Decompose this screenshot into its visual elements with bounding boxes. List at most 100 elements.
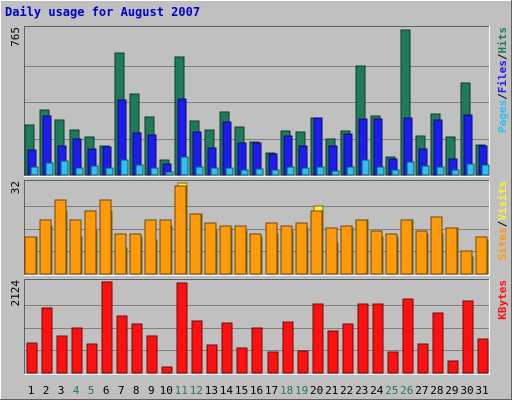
bottom-bar-kbytes xyxy=(116,315,128,374)
middle-bar-sites xyxy=(355,219,368,275)
bottom-bar-kbytes xyxy=(221,322,233,374)
x-tick-label: 24 xyxy=(370,384,384,397)
top-legend-pages: Pages xyxy=(496,100,509,133)
x-tick-label: 1 xyxy=(28,384,35,397)
x-tick-label: 28 xyxy=(430,384,443,397)
top-bar-pages xyxy=(331,170,340,176)
x-tick-label: 27 xyxy=(415,384,428,397)
middle-bar-sites xyxy=(249,233,262,275)
middle-bar-sites xyxy=(114,233,127,275)
top-bar-pages xyxy=(150,167,159,176)
middle-bar-sites xyxy=(144,219,157,275)
middle-bar-sites xyxy=(370,230,383,275)
bottom-bar-kbytes xyxy=(101,281,113,374)
bottom-bar-kbytes xyxy=(206,344,218,374)
top-bar-pages xyxy=(406,161,415,176)
top-bar-pages xyxy=(451,169,460,176)
x-tick-label: 10 xyxy=(160,384,173,397)
top-bar-pages xyxy=(120,159,129,176)
top-bar-pages xyxy=(30,166,39,176)
middle-bar-sites xyxy=(69,219,82,275)
x-tick-label: 30 xyxy=(460,384,473,397)
top-bar-pages xyxy=(286,166,295,176)
x-tick-label: 16 xyxy=(250,384,263,397)
top-bar-files xyxy=(222,121,232,176)
middle-legend-sites: Sites xyxy=(496,227,509,260)
x-tick-label: 14 xyxy=(220,384,234,397)
x-tick-label: 18 xyxy=(280,384,293,397)
bottom-bar-kbytes xyxy=(357,303,369,374)
x-tick-label: 17 xyxy=(265,384,278,397)
top-max-label: 765 xyxy=(9,27,22,47)
middle-bar-sites xyxy=(159,219,172,275)
middle-bar-sites xyxy=(219,225,232,275)
bottom-bar-kbytes xyxy=(447,360,459,374)
x-tick-label: 11 xyxy=(175,384,188,397)
x-tick-label: 20 xyxy=(310,384,323,397)
bottom-bar-kbytes xyxy=(327,330,339,374)
top-bar-pages xyxy=(481,164,490,176)
top-bar-pages xyxy=(255,168,264,176)
top-bar-pages xyxy=(466,163,475,176)
middle-bar-sites xyxy=(99,199,112,275)
middle-bar-sites xyxy=(24,236,37,275)
bottom-bar-kbytes xyxy=(402,298,414,374)
bottom-bar-kbytes xyxy=(236,347,248,374)
bottom-bar-kbytes xyxy=(161,366,173,374)
middle-bar-sites xyxy=(174,185,187,275)
top-bar-pages xyxy=(346,166,355,176)
x-tick-label: 23 xyxy=(355,384,368,397)
x-tick-label: 5 xyxy=(88,384,95,397)
middle-bar-sites xyxy=(204,222,217,275)
bottom-legend-kbytes: KBytes xyxy=(496,280,509,320)
top-bar-pages xyxy=(60,160,69,176)
middle-bar-sites xyxy=(280,225,293,275)
x-tick-label: 21 xyxy=(325,384,338,397)
top-bar-pages xyxy=(361,159,370,176)
x-tick-label: 4 xyxy=(73,384,80,397)
middle-bar-sites xyxy=(460,250,473,275)
bottom-bar-kbytes xyxy=(131,323,143,374)
top-bar-pages xyxy=(195,166,204,176)
middle-bar-sites xyxy=(265,222,278,275)
top-bar-pages xyxy=(240,169,249,176)
x-tick-label: 8 xyxy=(133,384,140,397)
middle-bar-sites xyxy=(234,225,247,275)
top-bar-pages xyxy=(75,167,84,176)
middle-bar-sites xyxy=(445,227,458,275)
middle-legend-separator: / xyxy=(496,220,509,227)
middle-bar-sites xyxy=(129,233,142,275)
top-legend: Pages/Files/Hits xyxy=(496,27,509,133)
bottom-bar-kbytes xyxy=(282,321,294,374)
x-tick-label: 7 xyxy=(118,384,125,397)
bottom-bar-kbytes xyxy=(191,320,203,374)
middle-bar-sites xyxy=(475,236,488,275)
middle-max-label: 32 xyxy=(9,181,22,194)
top-legend-separator: / xyxy=(496,53,509,60)
middle-bar-sites xyxy=(295,222,308,275)
top-bar-pages xyxy=(436,166,445,176)
middle-bar-sites xyxy=(400,219,413,275)
middle-bar-sites xyxy=(189,213,202,275)
bottom-bar-kbytes xyxy=(41,307,53,374)
middle-bar-sites xyxy=(385,233,398,275)
bottom-bar-kbytes xyxy=(417,343,429,374)
x-tick-label: 25 xyxy=(385,384,398,397)
x-tick-label: 9 xyxy=(148,384,155,397)
x-tick-label: 12 xyxy=(190,384,203,397)
x-tick-label: 26 xyxy=(400,384,413,397)
top-bar-pages xyxy=(105,167,114,176)
top-bar-pages xyxy=(376,166,385,176)
x-tick-label: 2 xyxy=(43,384,50,397)
bottom-bar-kbytes xyxy=(387,351,399,374)
x-tick-label: 3 xyxy=(58,384,65,397)
bottom-bar-kbytes xyxy=(312,303,324,374)
bottom-bar-kbytes xyxy=(86,343,98,374)
x-tick-label: 29 xyxy=(445,384,458,397)
bottom-bar-kbytes xyxy=(342,323,354,374)
top-bar-pages xyxy=(391,169,400,176)
bottom-bar-kbytes xyxy=(372,303,384,374)
middle-bar-sites xyxy=(415,230,428,275)
